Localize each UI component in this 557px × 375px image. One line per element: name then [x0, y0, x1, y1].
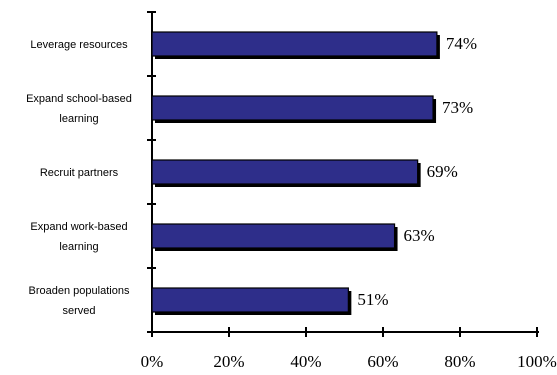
x-tick-label: 100%: [517, 352, 557, 371]
bar-value-label: 69%: [427, 162, 458, 181]
bar-value-label: 73%: [442, 98, 473, 117]
x-tick-label: 0%: [141, 352, 164, 371]
x-tick-label: 80%: [444, 352, 475, 371]
bars: [151, 31, 440, 315]
category-label: Broaden populations served: [29, 285, 130, 317]
category-label: Expand work-based learning: [30, 221, 127, 253]
bar: [151, 223, 396, 249]
bar-value-label: 51%: [357, 290, 388, 309]
x-tick-label: 60%: [367, 352, 398, 371]
x-tick-label: 40%: [290, 352, 321, 371]
x-tick-label: 20%: [213, 352, 244, 371]
bar: [151, 95, 434, 121]
category-label: Expand school-based learning: [26, 93, 132, 125]
bar-value-label: 63%: [404, 226, 435, 245]
bar-value-label: 74%: [446, 34, 477, 53]
bar: [151, 159, 419, 185]
category-label: Recruit partners: [40, 167, 119, 179]
category-label: Leverage resources: [30, 39, 128, 51]
bar: [151, 287, 349, 313]
bar: [151, 31, 438, 57]
labels: 0% 20% 40% 60% 80% 100% 74% Leverage resources 7…: [26, 34, 557, 371]
